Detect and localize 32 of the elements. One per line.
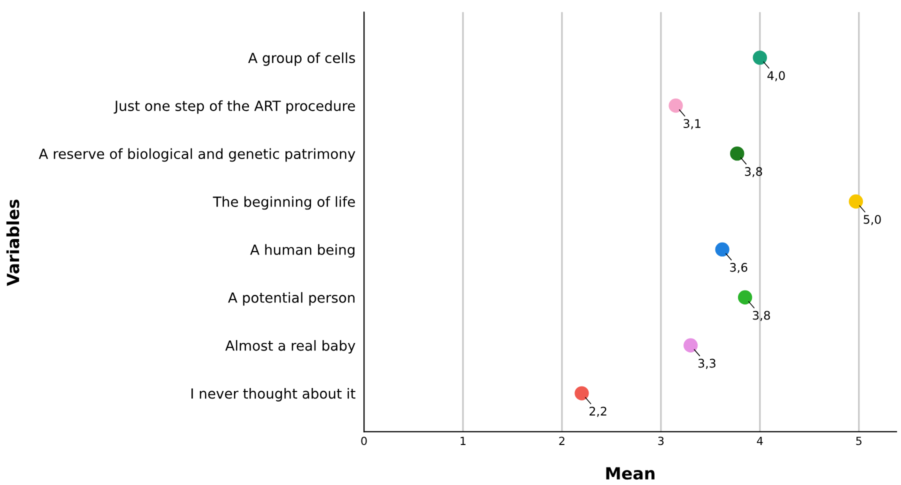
x-tick-label: 1 — [460, 436, 466, 445]
x-tick-label: 5 — [856, 436, 862, 446]
point — [730, 146, 744, 161]
y-tick-label: A group of cells — [248, 52, 355, 66]
point — [848, 194, 864, 209]
x-tick-label: 4 — [756, 436, 763, 445]
data-label: 3,3 — [698, 358, 716, 369]
point — [752, 50, 768, 65]
data-label: 2,2 — [590, 406, 606, 417]
point — [574, 386, 589, 400]
data-label: 3,8 — [752, 310, 770, 321]
y-axis-title: Variables — [6, 200, 20, 286]
y-tick-label: I never thought about it — [191, 388, 356, 402]
x-tick-label: 0 — [361, 436, 367, 446]
data-label: 3,6 — [730, 262, 748, 274]
y-tick-label: A human being — [250, 244, 354, 258]
data-label: 4,0 — [767, 71, 785, 82]
point — [715, 242, 730, 257]
point — [668, 98, 683, 113]
x-tick-label: 2 — [559, 436, 564, 445]
x-tick-label: 3 — [658, 436, 664, 446]
y-tick-label: Just one step of the ART procedure — [114, 100, 355, 114]
y-tick-label: A reserve of biological and genetic patrimony — [38, 148, 356, 162]
y-tick-label: Almost a real baby — [225, 340, 356, 354]
data-label: 3,8 — [744, 167, 762, 178]
data-label: 3,1 — [684, 119, 700, 130]
point — [684, 338, 698, 352]
point — [738, 290, 752, 304]
y-tick-label: A potential person — [228, 292, 354, 306]
y-tick-label: The beginning of life — [212, 196, 355, 210]
x-axis-title: Mean — [606, 467, 654, 480]
data-label: 5,0 — [864, 214, 881, 226]
